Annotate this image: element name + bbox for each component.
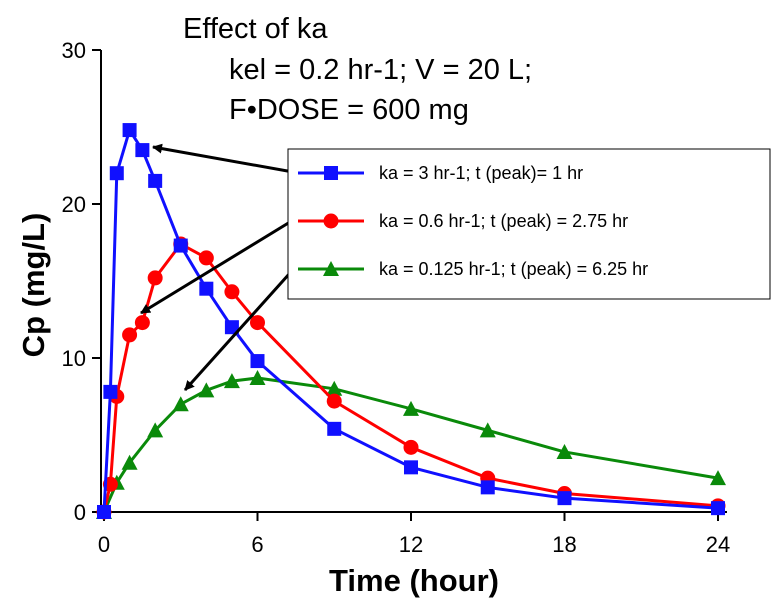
legend-box — [287, 148, 771, 300]
chart-subtitle-2: F•DOSE = 600 mg — [229, 94, 469, 126]
legend-label: ka = 0.125 hr-1; t (peak) = 6.25 hr — [379, 259, 648, 279]
data-point — [223, 373, 240, 389]
axis-ticks: 0 10 20 30 0 6 12 18 24 — [62, 38, 731, 557]
legend-marker — [323, 261, 339, 276]
data-point — [122, 123, 137, 138]
data-point — [147, 270, 163, 286]
data-point — [121, 454, 138, 470]
data-point — [198, 382, 215, 398]
x-tick-label: 24 — [706, 532, 730, 557]
data-point — [249, 370, 266, 386]
data-point — [224, 320, 239, 335]
data-point — [250, 315, 265, 331]
y-tick-label: 0 — [74, 500, 86, 525]
data-point — [556, 443, 573, 459]
series-1 — [97, 123, 725, 519]
data-point — [250, 354, 265, 369]
legend-marker — [323, 213, 339, 229]
data-point — [103, 384, 118, 399]
legend-marker — [324, 166, 338, 180]
data-point — [326, 393, 342, 409]
series-3 — [96, 370, 726, 519]
data-point — [134, 315, 150, 331]
data-point — [480, 480, 495, 495]
data-point — [135, 143, 150, 158]
data-point — [224, 284, 240, 300]
data-point — [710, 470, 726, 486]
data-point — [327, 421, 342, 436]
chart-title: Effect of ka — [183, 13, 328, 45]
plot-area — [96, 123, 726, 520]
data-point — [147, 422, 164, 438]
y-axis-title: Cp (mg/L) — [16, 213, 51, 358]
pointer-arrow — [183, 271, 292, 392]
data-point — [97, 505, 111, 519]
data-point — [109, 166, 124, 181]
x-axis-title: Time (hour) — [329, 563, 499, 598]
legend-label: ka = 3 hr-1; t (peak)= 1 hr — [379, 163, 583, 183]
pointer-arrow — [152, 143, 294, 174]
x-tick-label: 0 — [98, 532, 110, 557]
legend: ka = 3 hr-1; t (peak)= 1 hr ka = 0.6 hr-1… — [287, 148, 771, 300]
data-point — [148, 173, 163, 188]
x-tick-label: 12 — [399, 532, 423, 557]
data-point — [404, 460, 418, 475]
legend-arrows — [140, 143, 294, 392]
chart-subtitle-1: kel = 0.2 hr-1; V = 20 L; — [229, 54, 532, 86]
data-point — [198, 250, 214, 266]
data-point — [122, 327, 138, 343]
y-tick-label: 30 — [62, 38, 86, 63]
legend-entry: ka = 0.6 hr-1; t (peak) = 2.75 hr — [298, 211, 628, 231]
y-tick-label: 20 — [62, 192, 86, 217]
data-point — [403, 439, 419, 455]
data-point — [403, 400, 419, 416]
data-point — [172, 396, 189, 412]
y-tick-label: 10 — [62, 346, 86, 371]
data-point — [557, 491, 572, 506]
legend-label: ka = 0.6 hr-1; t (peak) = 2.75 hr — [379, 211, 628, 231]
x-tick-label: 6 — [251, 532, 263, 557]
x-tick-label: 18 — [552, 532, 576, 557]
legend-entry: ka = 3 hr-1; t (peak)= 1 hr — [298, 163, 583, 183]
data-point — [326, 380, 343, 396]
data-point — [479, 422, 496, 438]
pointer-arrow — [140, 220, 291, 315]
legend-entry: ka = 0.125 hr-1; t (peak) = 6.25 hr — [298, 259, 648, 279]
data-point — [173, 238, 188, 253]
data-point — [199, 281, 214, 296]
data-point — [711, 501, 725, 516]
